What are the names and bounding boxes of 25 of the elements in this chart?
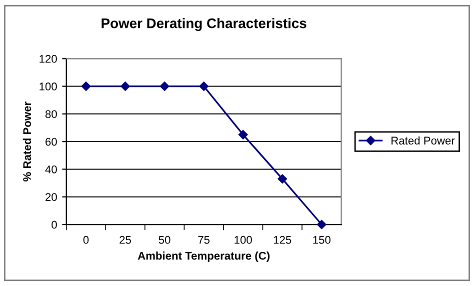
x-tick-label: 50 [158,236,170,244]
y-tick-label: 20 [46,193,57,201]
x-axis-title: Ambient Temperature (C) [138,252,270,262]
x-tick-label: 75 [198,236,210,244]
y-axis-title: % Rated Power [22,102,32,182]
y-tick-label: 0 [52,220,57,229]
point [199,82,208,91]
x-tick-label: 25 [120,236,131,244]
point [317,220,326,230]
y-tick-label: 80 [45,110,57,118]
x-tick-label: 0 [83,236,89,244]
y-tick-label: 40 [45,165,57,174]
x-tick-label: 125 [274,236,292,244]
y-tick-label: 100 [40,82,57,90]
x-tick-label: 100 [234,236,252,244]
point [278,174,287,184]
point [160,82,170,91]
legend-label: Rated Power [392,136,455,145]
point [238,130,248,140]
point [81,82,91,91]
chart-title: Power Derating Characteristics [102,18,306,32]
y-tick-label: 120 [40,54,57,63]
y-tick-label: 60 [46,138,57,146]
point [120,82,130,91]
x-tick-label: 150 [313,236,330,244]
